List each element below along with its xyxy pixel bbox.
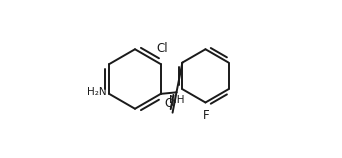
Text: H₂N: H₂N bbox=[87, 87, 107, 97]
Text: NH: NH bbox=[169, 95, 185, 106]
Text: O: O bbox=[165, 97, 174, 109]
Text: Cl: Cl bbox=[156, 42, 168, 55]
Text: F: F bbox=[202, 109, 209, 122]
